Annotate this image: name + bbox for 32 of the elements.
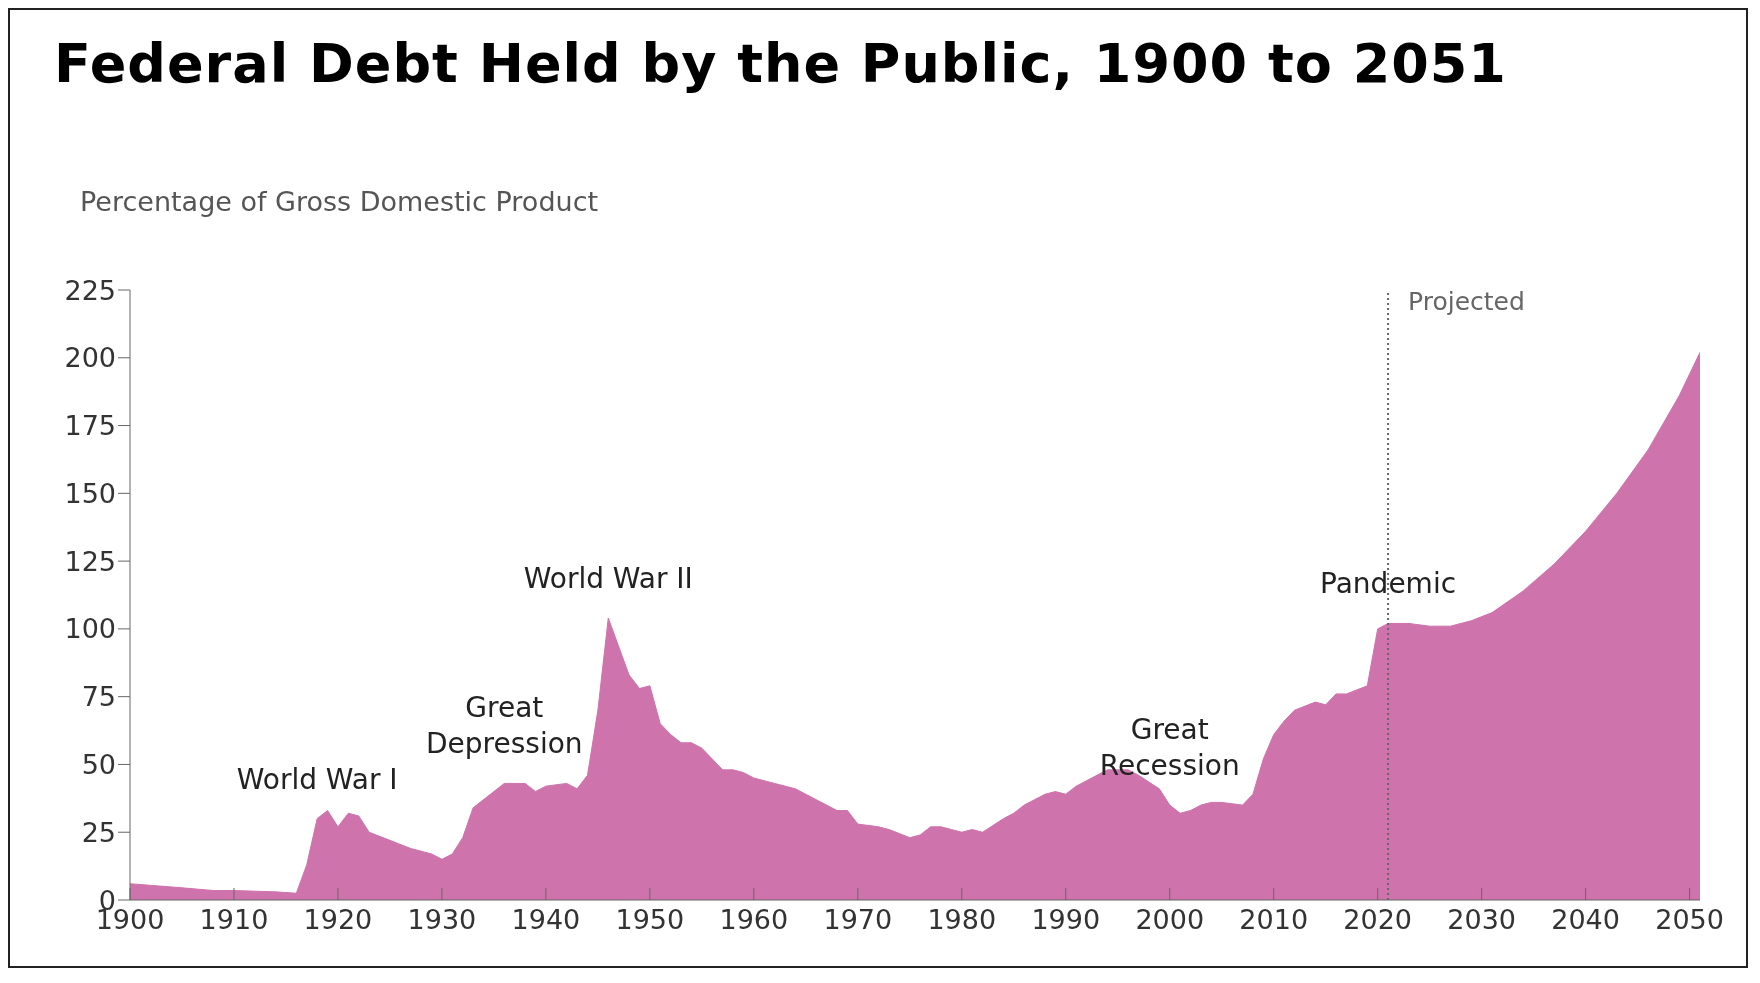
- x-tick-label: 2030: [1447, 904, 1517, 936]
- x-tick-label: 2020: [1343, 904, 1413, 936]
- x-tick-label: 1950: [615, 904, 685, 936]
- x-tick-label: 1970: [823, 904, 893, 936]
- ref-line-label: Projected: [1408, 287, 1525, 316]
- x-tick-label: 1930: [407, 904, 477, 936]
- y-tick-label: 150: [64, 477, 116, 509]
- x-tick-label: 1910: [199, 904, 269, 936]
- x-tick-label: 1980: [927, 904, 997, 936]
- y-tick-label: 50: [81, 749, 116, 781]
- x-tick-label: 2010: [1239, 904, 1309, 936]
- x-tick-label: 2000: [1135, 904, 1205, 936]
- y-axis-title: Percentage of Gross Domestic Product: [80, 186, 599, 217]
- annotation: World War II: [523, 562, 693, 596]
- annotation: Great Depression: [426, 691, 583, 761]
- annotation: World War I: [236, 762, 398, 796]
- chart-title: Federal Debt Held by the Public, 1900 to 2051: [54, 32, 1507, 95]
- y-tick-label: 75: [81, 681, 116, 713]
- y-tick-label: 25: [81, 816, 116, 848]
- x-tick-label: 1920: [303, 904, 373, 936]
- x-tick-label: 1960: [719, 904, 789, 936]
- y-tick-label: 225: [64, 274, 116, 306]
- y-tick-label: 175: [64, 410, 116, 442]
- y-tick-label: 100: [64, 613, 116, 645]
- annotation: Great Recession: [1099, 713, 1240, 783]
- y-tick-label: 125: [64, 545, 116, 577]
- x-tick-label: 2040: [1551, 904, 1620, 936]
- x-tick-label: 1940: [511, 904, 581, 936]
- x-tick-label: 1990: [1031, 904, 1101, 936]
- annotation: Pandemic: [1320, 567, 1457, 601]
- y-tick-label: 200: [64, 342, 116, 374]
- x-tick-label: 2050: [1655, 904, 1724, 936]
